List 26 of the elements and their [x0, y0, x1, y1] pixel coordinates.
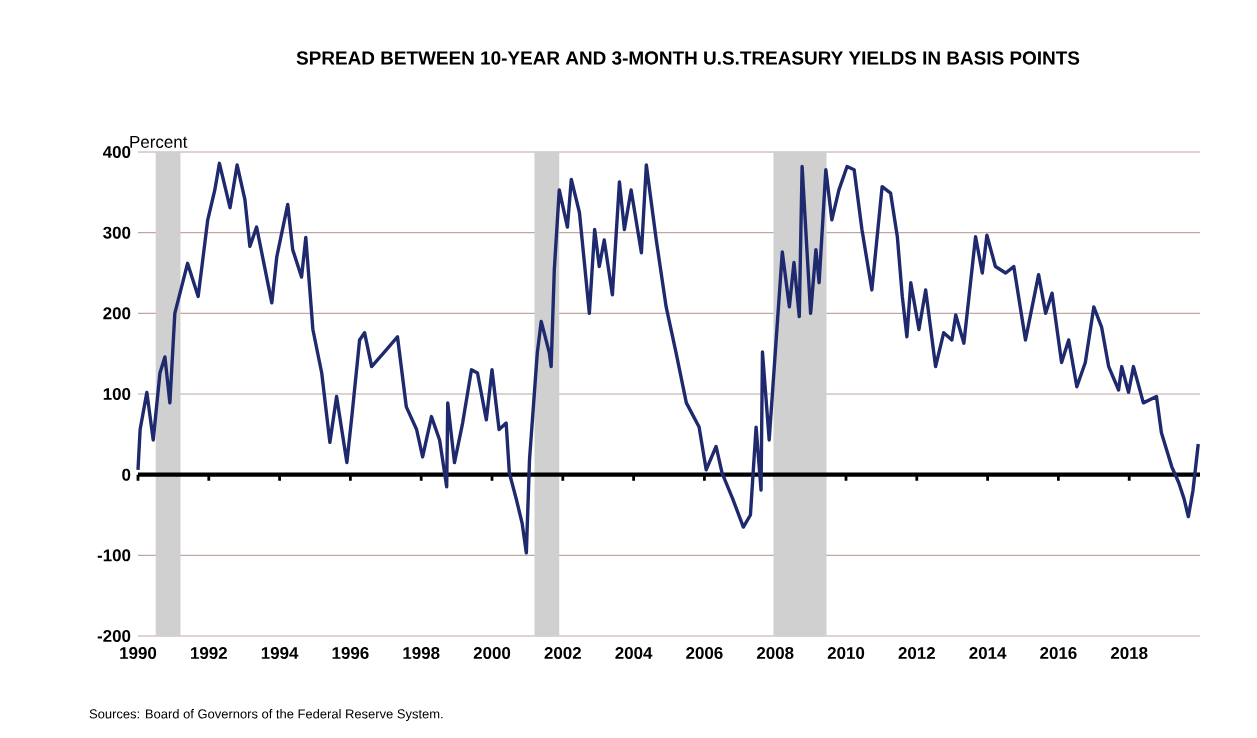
source-note: Sources: Board of Governors of the Federal Reserve System.: [89, 708, 443, 722]
x-tick-label: 2018: [1110, 647, 1148, 660]
x-tick-label: 1994: [261, 647, 299, 660]
x-tick-label: 1996: [332, 647, 369, 660]
x-tick-label: 2014: [969, 647, 1007, 660]
x-tick-label: 2008: [756, 647, 794, 660]
x-tick-label: 2000: [473, 647, 511, 660]
y-axis-title: Percent: [130, 136, 188, 148]
y-tick-label: -100: [97, 549, 131, 562]
x-tick-label: 1992: [191, 647, 227, 660]
x-tick-label: 2012: [898, 647, 935, 660]
x-tick-label: 2002: [544, 647, 581, 660]
y-tick-label: -200: [97, 630, 131, 642]
x-tick-label: 1998: [403, 647, 440, 660]
chart-title: SPREAD BETWEEN 10-YEAR AND 3-MONTH U.S.TREASURY YIELDS IN BASIS POINTS: [296, 51, 1080, 65]
x-tick-label: 2004: [615, 647, 653, 660]
y-tick-label: 0: [122, 468, 131, 481]
y-tick-label: 100: [103, 388, 131, 400]
y-tick-label: 400: [102, 146, 131, 158]
x-tick-label: 2010: [827, 647, 865, 660]
x-tick-label: 1990: [120, 647, 157, 660]
y-tick-label: 300: [103, 226, 131, 239]
x-tick-label: 2006: [686, 647, 723, 660]
y-tick-label: 200: [103, 307, 131, 320]
line-series: [136, 161, 1200, 555]
x-tick-label: 2016: [1040, 647, 1077, 660]
